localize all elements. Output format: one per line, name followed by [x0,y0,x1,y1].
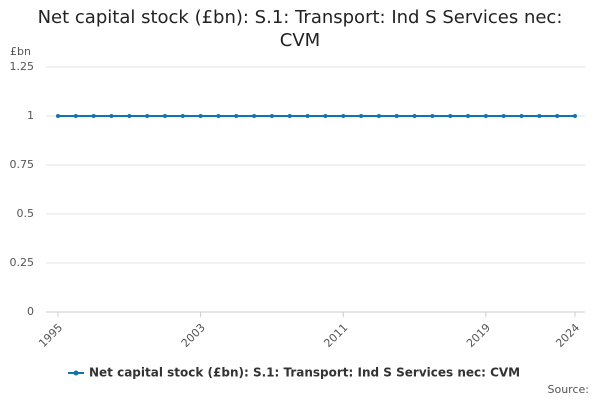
data-point [466,114,471,118]
data-point [537,114,542,118]
chart-title: Net capital stock (£bn): S.1: Transport:… [37,7,563,51]
x-tick-label: 2024 [553,321,582,350]
data-point [323,114,328,118]
data-point [91,114,96,118]
x-tick-label: 2011 [321,321,350,350]
data-point [573,114,577,118]
data-point [162,114,167,118]
data-point [269,114,274,118]
data-point [359,114,364,118]
y-tick-label: 0.5 [17,207,35,220]
y-tick-label: 1.25 [10,60,35,73]
data-point [73,114,78,118]
data-point [198,114,203,118]
data-point [376,114,381,118]
data-point [305,114,310,118]
y-tick-label: 1 [27,109,34,122]
source: Source: [548,383,590,396]
y-tick-label: 0.75 [10,158,35,171]
data-point [519,114,524,118]
data-point [341,114,346,118]
data-point [180,114,185,118]
y-axis-label: £bn [10,45,31,58]
x-tick-label: 1995 [36,321,65,350]
data-point [56,114,60,118]
legend-swatch-dot [73,370,79,376]
x-tick-label: 2003 [179,321,208,350]
data-point [252,114,257,118]
data-point [216,114,221,118]
data-point [412,114,417,118]
data-point [109,114,114,118]
x-tick-label: 2019 [464,321,493,350]
data-point [555,114,560,118]
legend-label: Net capital stock (£bn): S.1: Transport:… [89,366,520,380]
data-point [287,114,292,118]
data-point [234,114,239,118]
y-tick-label: 0 [27,305,34,318]
data-point [430,114,435,118]
data-point [394,114,399,118]
data-point [127,114,132,118]
data-point [145,114,150,118]
y-tick-label: 0.25 [10,256,35,269]
data-point [448,114,453,118]
data-point [483,114,488,118]
data-point [501,114,506,118]
